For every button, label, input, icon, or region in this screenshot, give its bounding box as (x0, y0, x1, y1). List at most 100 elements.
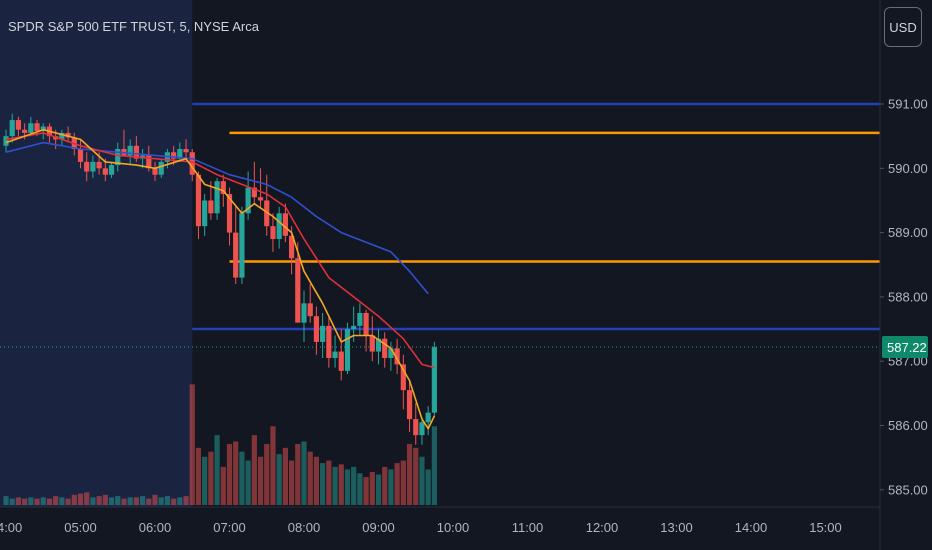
candle (326, 316, 332, 368)
candle (59, 129, 65, 146)
time-axis-tick-label: 05:00 (64, 520, 97, 535)
time-axis-tick-label: 14:00 (735, 520, 768, 535)
candle-body (9, 120, 15, 137)
volume-bar (208, 451, 214, 505)
volume-bar (357, 473, 363, 505)
candle-body (338, 351, 344, 371)
candle-body (22, 129, 28, 133)
candle-body (40, 126, 46, 132)
time-axis-tick-label: 10:00 (437, 520, 470, 535)
candle-body (332, 351, 338, 358)
candle-body (413, 419, 419, 436)
candle (127, 139, 133, 166)
volume-bar (214, 435, 220, 505)
volume-bar (226, 444, 233, 505)
volume-bar (363, 477, 369, 505)
volume-bar (202, 456, 208, 505)
candle-body (3, 136, 9, 146)
volume-bar (102, 494, 108, 505)
candle (77, 139, 84, 169)
price-axis-tick-label: 588.00 (888, 289, 928, 304)
candle-body (158, 161, 164, 175)
candle-body (239, 213, 245, 278)
volume-bar (9, 498, 15, 505)
volume-bar (127, 497, 133, 505)
candle-body (77, 149, 84, 162)
candle (195, 171, 202, 240)
candle (276, 206, 282, 249)
time-axis-tick-label: 08:00 (288, 520, 321, 535)
candle (251, 161, 257, 204)
candle (338, 329, 344, 381)
volume-bar (183, 496, 189, 505)
candle-body (288, 235, 295, 259)
candle (214, 177, 220, 220)
candle-body (59, 132, 65, 140)
candle (301, 290, 307, 342)
volume-bar (15, 497, 22, 505)
volume-bar (121, 498, 127, 505)
volume-bar (419, 456, 425, 505)
volume-bar (65, 498, 71, 505)
volume-bar (177, 497, 183, 505)
volume-bar (295, 444, 301, 505)
time-axis-tick-label: 11:00 (512, 520, 544, 535)
candle-body (251, 187, 257, 198)
volume-bar (400, 460, 406, 505)
candle (177, 142, 183, 162)
candle-body (84, 161, 90, 172)
time-axis-tick-label: 09:00 (362, 520, 395, 535)
candle (115, 142, 121, 172)
candle (369, 316, 375, 362)
candle-body (264, 200, 270, 227)
price-axis-tick-label: 590.00 (888, 161, 928, 176)
volume-bar (40, 497, 46, 505)
candle-body (406, 390, 413, 420)
volume-bar (338, 464, 344, 505)
volume-bar (22, 498, 28, 505)
volume-bar (388, 469, 394, 505)
candle-body (96, 161, 102, 169)
candle (388, 341, 394, 371)
time-axis-tick-label: 12:00 (586, 520, 619, 535)
currency-button[interactable]: USD (884, 7, 922, 47)
candle-body (363, 312, 369, 336)
volume-bar (3, 496, 9, 505)
volume-bar (220, 466, 226, 505)
candle (257, 168, 264, 207)
candle (282, 203, 288, 243)
volume-bar (413, 447, 419, 505)
candle-body (183, 149, 189, 153)
candle (90, 155, 96, 178)
candle (419, 419, 425, 445)
candle (208, 181, 214, 220)
candle (152, 161, 158, 182)
candle (357, 303, 363, 336)
candle-body (152, 168, 158, 175)
candle (40, 123, 46, 140)
volume-bar (320, 463, 326, 505)
volume-bar (282, 447, 288, 505)
candle-body (202, 200, 208, 227)
volume-bar (195, 447, 202, 505)
volume-bar (77, 493, 84, 505)
candle (375, 329, 382, 365)
candle (28, 116, 34, 137)
volume-bar (382, 466, 388, 505)
candle-body (369, 335, 375, 352)
volume-bar (139, 496, 146, 505)
candle-body (270, 226, 276, 240)
volume-bar (152, 494, 158, 505)
volume-bar (307, 451, 313, 505)
candle (332, 335, 338, 368)
candle (84, 152, 90, 182)
price-axis-tick-label: 586.00 (888, 418, 928, 433)
time-axis-tick-label: 13:00 (660, 520, 693, 535)
candle-body (214, 181, 220, 214)
volume-bar (301, 441, 307, 505)
candle-body (301, 303, 307, 323)
price-axis-tick-label: 585.00 (888, 482, 928, 497)
candle-body (419, 422, 425, 436)
volume-bar (46, 498, 53, 505)
